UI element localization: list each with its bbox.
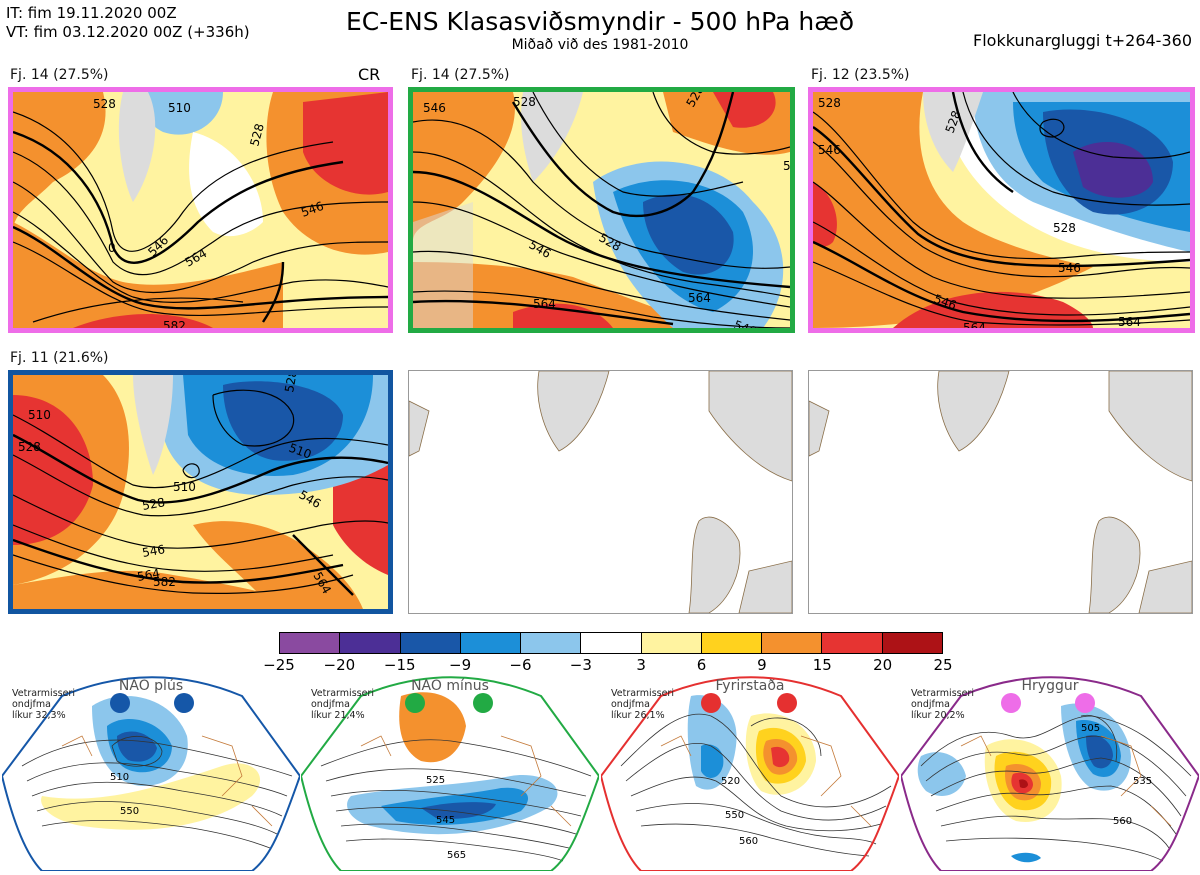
colorbar-tick-label: 25: [933, 656, 953, 674]
regime-nao-minus[interactable]: 525 545 565 NAO mínus Vetrarmisseri ondjfma…: [299, 676, 601, 872]
contour-label: 550: [120, 806, 139, 817]
contour-label: 510: [110, 772, 129, 783]
regime-dot-left: [701, 693, 721, 713]
regime-dot-left: [110, 693, 130, 713]
regime-ridge[interactable]: 505 535 560 Hryggur Vetrarmisseri ondjfma lí…: [899, 676, 1200, 872]
contour-label: 582: [163, 319, 186, 328]
colorbar-swatch: [701, 633, 763, 653]
contour-label: 546: [141, 542, 166, 560]
page-subtitle: Miðað við des 1981-2010: [511, 37, 689, 53]
contour-label: 546: [783, 159, 790, 173]
colorbar-tick-label: −3: [569, 656, 592, 674]
classification-window: Flokkunargluggi t+264-360: [973, 31, 1192, 50]
contour-label: 550: [725, 810, 744, 821]
contour-label: 505: [1081, 723, 1100, 734]
regime-dot-right: [174, 693, 194, 713]
regime-dot-left: [405, 693, 425, 713]
contour-label: 546: [732, 318, 758, 328]
contour-label: 546: [423, 101, 446, 115]
contour-label: 510: [173, 480, 196, 494]
colorbar-swatch: [280, 633, 341, 653]
empty-map-6: [808, 370, 1193, 614]
cluster-map-3[interactable]: 528 546 528 528 546 546 564 564: [808, 87, 1195, 333]
contour-label: 560: [739, 836, 758, 847]
regime-note-nao-plus: Vetrarmisseri ondjfma líkur 32,3%: [12, 688, 75, 721]
regime-note-ridge: Vetrarmisseri ondjfma líkur 20,2%: [911, 688, 974, 721]
panel-label-1: Fj. 14 (27.5%): [10, 67, 109, 83]
init-time: IT: fim 19.11.2020 00Z: [6, 4, 177, 22]
regime-blocking[interactable]: 520 550 560 Fyrirstaða Vetrarmisseri ondjfm…: [599, 676, 901, 872]
panel-label-3: Fj. 12 (23.5%): [811, 67, 910, 83]
colorbar-tick-label: −6: [509, 656, 532, 674]
contour-label: 546: [1058, 261, 1081, 275]
colorbar-tick-label: 9: [757, 656, 767, 674]
colorbar-swatch: [882, 633, 942, 653]
contour-label: 564: [136, 566, 161, 584]
contour-label: 545: [436, 815, 455, 826]
regime-note-nao-minus: Vetrarmisseri ondjfma líkur 21,4%: [311, 688, 374, 721]
regime-dot-right: [1075, 693, 1095, 713]
contour-label: 0: [108, 241, 116, 255]
contour-label: 564: [688, 291, 711, 305]
contour-label: 528: [93, 97, 116, 111]
panel-label-4: Fj. 11 (21.6%): [10, 350, 109, 366]
contour-label: 528: [141, 495, 166, 513]
colorbar-tick-label: −20: [323, 656, 356, 674]
colorbar-tick-label: −15: [383, 656, 416, 674]
contour-label: 565: [447, 850, 466, 861]
regime-note-blocking: Vetrarmisseri ondjfma líkur 26,1%: [611, 688, 674, 721]
regime-dot-left: [1001, 693, 1021, 713]
contour-label: 564: [533, 297, 556, 311]
contour-label: 510: [168, 101, 191, 115]
colorbar-tick-label: 6: [696, 656, 707, 674]
contour-label: 546: [818, 143, 841, 157]
empty-map-5: [408, 370, 793, 614]
colorbar-swatch: [340, 633, 401, 653]
panel-badge-cr: CR: [358, 65, 381, 84]
cluster-map-1[interactable]: 528 510 528 546 546 564 582 0: [8, 87, 393, 333]
contour-label: 528: [247, 122, 266, 148]
colorbar-swatch: [822, 633, 883, 653]
regime-title-nao-plus: NAO plús: [118, 678, 184, 694]
contour-label: 528: [513, 95, 536, 109]
colorbar-tick-label: 20: [873, 656, 893, 674]
colorbar-ticks: −25 −20 −15 −9 −6 −3 3 6 9 15 20 25: [263, 656, 952, 676]
colorbar-tick-label: 15: [812, 656, 832, 674]
contour-label: 564: [963, 321, 986, 328]
contour-label: 510: [28, 408, 51, 422]
contour-label: 560: [1113, 816, 1132, 827]
regime-title-ridge: Hryggur: [1021, 678, 1079, 694]
contour-label: 582: [153, 575, 176, 589]
colorbar-swatch: [581, 633, 642, 653]
colorbar-swatch: [521, 633, 582, 653]
colorbar-tick-label: −25: [263, 656, 295, 674]
colorbar-tick-label: 3: [636, 656, 646, 674]
regime-nao-plus[interactable]: 510 550 NAO plús Vetrarmisseri ondjfma líku…: [0, 676, 302, 872]
valid-time: VT: fim 03.12.2020 00Z (+336h): [6, 23, 250, 41]
colorbar-swatch: [762, 633, 823, 653]
contour-label: 528: [1053, 221, 1076, 235]
contour-label: 564: [1118, 315, 1141, 328]
colorbar-swatch: [641, 633, 702, 653]
regime-title-nao-minus: NAO mínus: [411, 678, 489, 694]
contour-label: 535: [1133, 776, 1152, 787]
contour-label: 525: [426, 775, 445, 786]
contour-label: 520: [721, 776, 740, 787]
contour-label: 528: [818, 96, 841, 110]
regime-dot-right: [777, 693, 797, 713]
contour-label: 528: [282, 375, 300, 394]
regime-title-blocking: Fyrirstaða: [715, 678, 785, 694]
colorbar-tick-label: −9: [449, 656, 472, 674]
cluster-map-4[interactable]: 510 528 510 528 510 528 546 546 564 582 564: [8, 370, 393, 614]
anomaly-colorbar: [279, 632, 943, 654]
regime-dot-right: [473, 693, 493, 713]
cluster-map-2[interactable]: 546528528546528546564564546: [408, 87, 795, 333]
colorbar-swatch: [400, 633, 461, 653]
contour-label: 528: [18, 440, 41, 454]
colorbar-swatch: [460, 633, 522, 653]
panel-label-2: Fj. 14 (27.5%): [411, 67, 510, 83]
page-title: EC-ENS Klasasviðsmyndir - 500 hPa hæð: [345, 7, 855, 36]
